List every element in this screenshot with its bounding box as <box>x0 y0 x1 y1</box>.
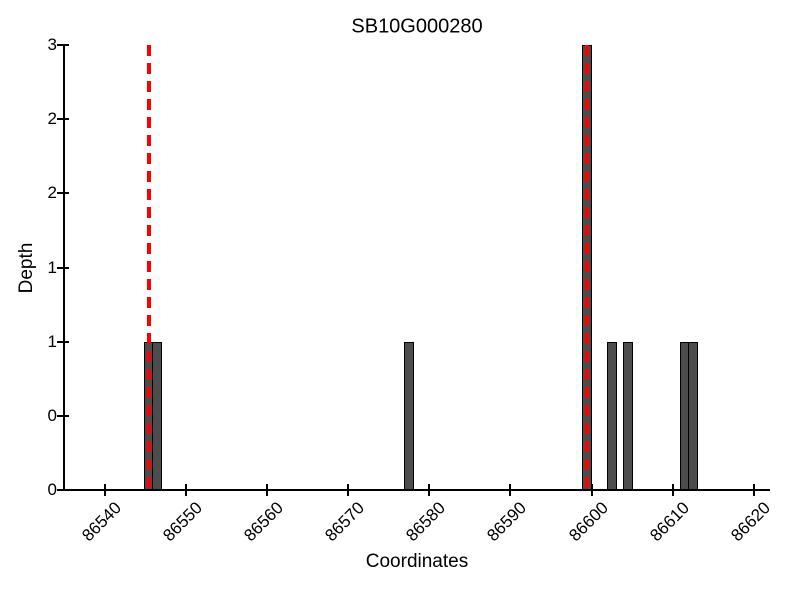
x-tick <box>347 484 349 496</box>
x-axis-spine <box>63 489 770 491</box>
y-tick <box>57 192 69 195</box>
x-tick-label: 86560 <box>240 498 287 546</box>
y-tick <box>57 340 69 343</box>
plot-area <box>64 45 770 490</box>
y-tick <box>57 44 69 46</box>
x-tick <box>103 484 106 496</box>
x-tick <box>428 484 431 496</box>
y-tick-label: 0 <box>47 405 57 425</box>
x-tick <box>184 484 187 496</box>
y-tick-label: 2 <box>47 183 57 203</box>
x-tick-label: 86610 <box>645 498 693 546</box>
x-tick <box>590 484 593 496</box>
x-tick <box>752 484 755 496</box>
x-tick-label: 86600 <box>564 498 612 546</box>
x-tick-label: 86590 <box>483 498 531 546</box>
x-tick-label: 86620 <box>727 498 774 546</box>
gene-boundary-line <box>147 45 152 490</box>
x-tick <box>509 484 512 496</box>
x-tick <box>265 484 268 496</box>
x-tick-label: 86540 <box>77 498 125 546</box>
bar <box>606 341 617 490</box>
y-tick-label: 1 <box>47 331 57 351</box>
bar <box>152 341 163 490</box>
gene-boundary-line <box>585 45 590 490</box>
bar <box>403 341 414 490</box>
y-tick-label: 0 <box>47 480 57 499</box>
bar <box>687 341 698 490</box>
x-tick <box>671 484 674 496</box>
x-axis-label: Coordinates <box>365 551 469 572</box>
y-tick <box>57 118 69 121</box>
y-tick <box>57 489 69 491</box>
bar <box>622 341 633 490</box>
y-tick-label: 3 <box>47 35 57 54</box>
y-tick-label: 1 <box>47 257 57 277</box>
x-tick-label: 86570 <box>321 498 369 546</box>
y-tick-label: 2 <box>47 109 57 129</box>
chart-title: SB10G000280 <box>351 15 483 38</box>
y-tick <box>57 266 69 269</box>
x-tick-label: 86580 <box>402 498 450 546</box>
y-tick <box>57 414 69 417</box>
x-tick-label: 86550 <box>158 498 206 546</box>
